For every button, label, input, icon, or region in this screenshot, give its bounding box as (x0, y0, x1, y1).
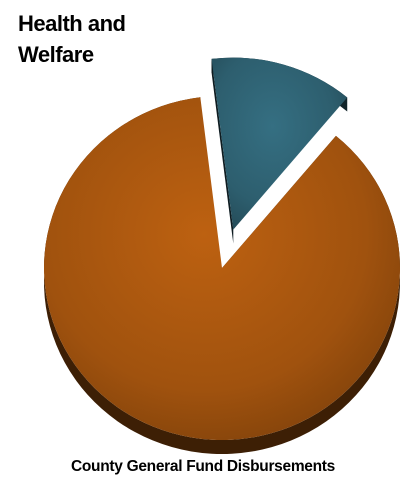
chart-caption: County General Fund Disbursements (71, 458, 335, 475)
pie-slice-top-1 (43, 97, 401, 441)
pie-slice-top-0 (211, 57, 348, 230)
slice-label-health-welfare: Health and Welfare (18, 11, 126, 67)
pie-slice-1 (43, 97, 401, 455)
pie-slice-0 (211, 57, 348, 244)
pie-slice-edge-0 (211, 58, 234, 244)
